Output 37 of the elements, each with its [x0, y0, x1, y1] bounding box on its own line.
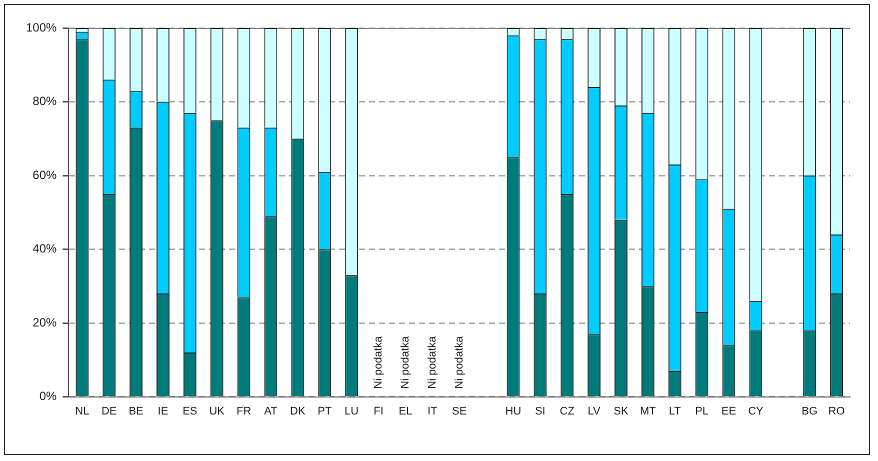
x-tick-label: FI	[374, 405, 384, 418]
x-tick-label: LT	[668, 405, 682, 418]
annotation: Ni podatka	[399, 335, 412, 389]
x-tick-label: RO	[828, 405, 846, 418]
x-tick-label: DE	[101, 405, 117, 418]
x-tick-label: SK	[614, 405, 629, 418]
y-tick-label: 20%	[32, 315, 58, 330]
x-tick-label: FR	[236, 405, 252, 418]
y-tick-label: 100%	[26, 20, 58, 34]
x-tick-label: LU	[344, 405, 359, 418]
x-tick-label: ES	[182, 405, 198, 418]
y-tick-label: 60%	[32, 168, 58, 182]
x-tick-label: PT	[318, 405, 332, 418]
x-tick-label: UK	[209, 405, 226, 418]
x-tick-label: SE	[452, 405, 467, 418]
x-tick-label: EL	[398, 405, 412, 418]
x-tick-label: CY	[748, 405, 764, 418]
x-tick-label: IE	[158, 405, 168, 418]
x-tick-label: SI	[534, 405, 546, 418]
x-tick-label: DK	[290, 405, 306, 418]
x-tick-label: CZ	[560, 405, 575, 418]
x-tick-label: MT	[640, 405, 656, 418]
y-tick-label: 40%	[32, 242, 58, 256]
x-tick-label: BE	[128, 405, 144, 418]
x-tick-label: PL	[695, 405, 709, 418]
y-tick-label: 0%	[39, 389, 58, 404]
x-tick-label: EE	[721, 405, 736, 418]
annotation: Ni podatka	[372, 335, 385, 389]
x-tick-label: AT	[264, 405, 278, 418]
x-tick-label: BG	[802, 405, 818, 418]
x-tick-label: LV	[588, 405, 602, 418]
x-tick-label: IT	[428, 405, 438, 418]
annotation: Ni podatka	[453, 335, 466, 389]
y-tick-label: 80%	[32, 94, 58, 108]
x-tick-label: NL	[75, 405, 90, 418]
annotation: Ni podatka	[426, 335, 438, 389]
x-tick-label: HU	[505, 405, 522, 418]
